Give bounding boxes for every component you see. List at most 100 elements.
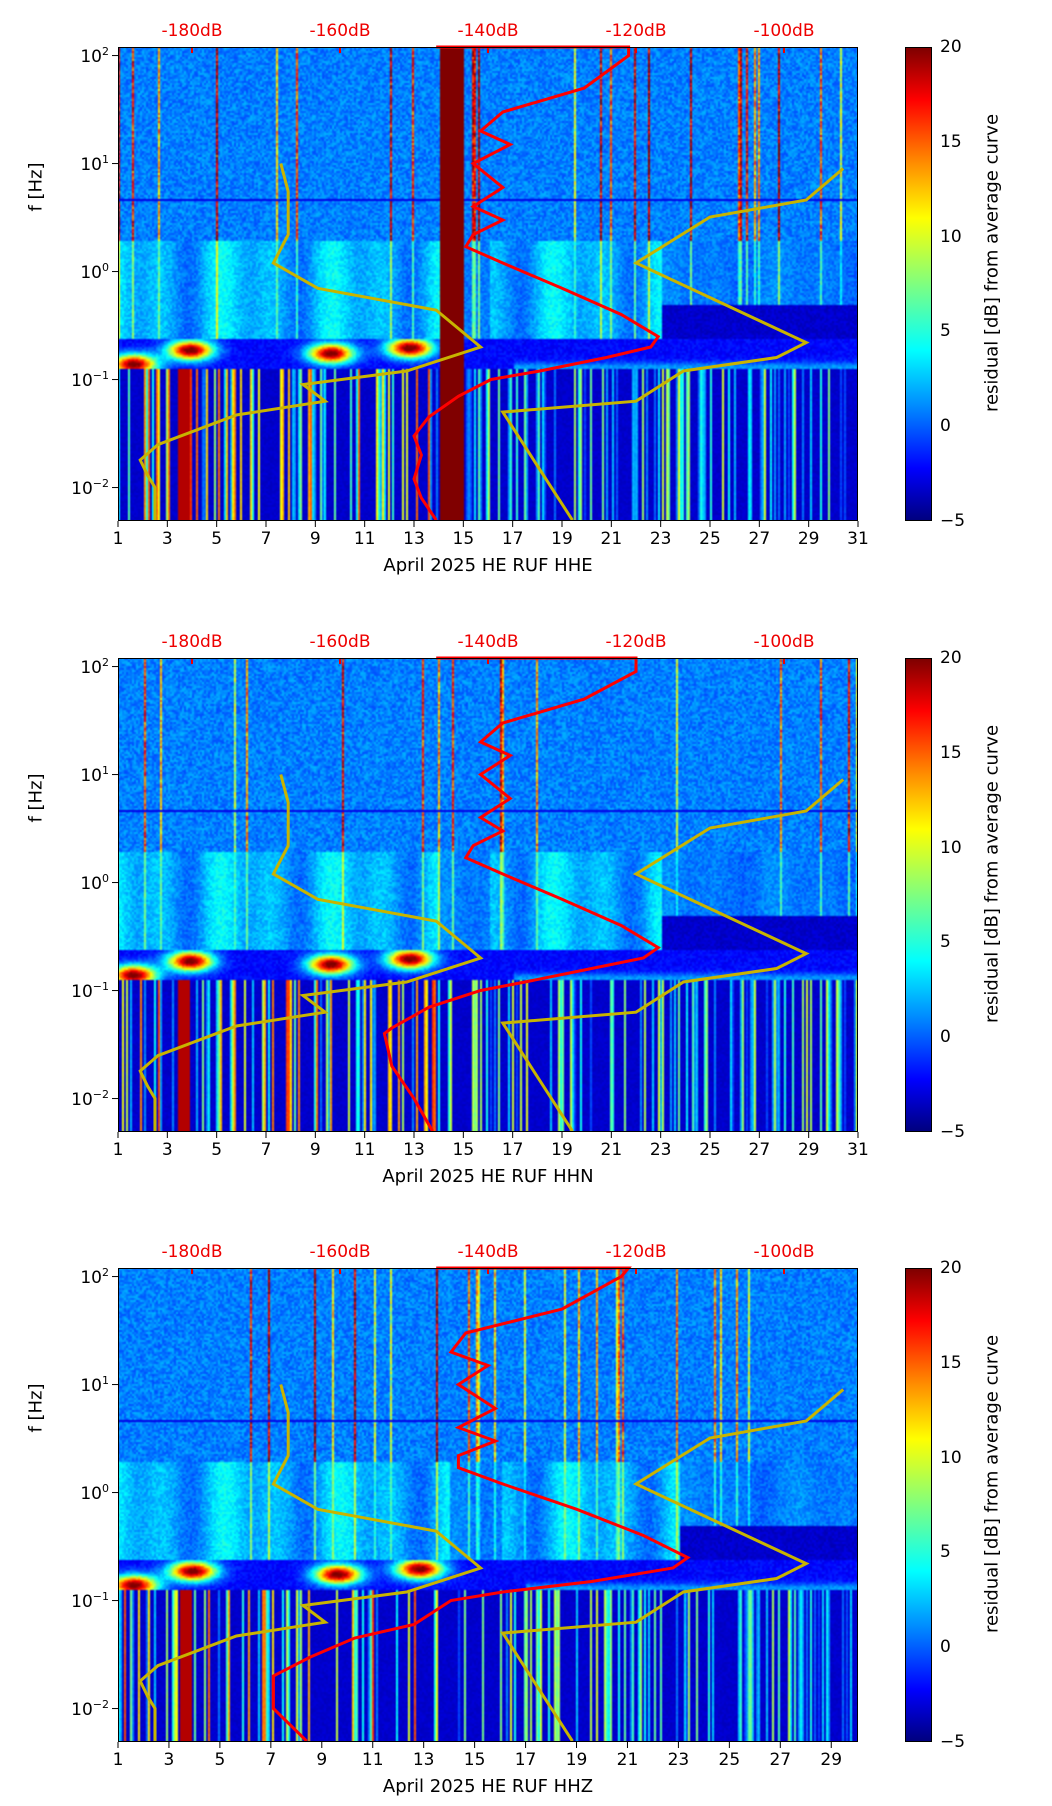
x-tick-label: 3	[161, 1140, 173, 1160]
y-tick-base: 10	[71, 1591, 93, 1612]
x-tick-label: 15	[463, 1750, 486, 1770]
x-tick-label: 21	[600, 529, 623, 549]
y-tick-label: 102	[80, 656, 109, 678]
x-tick-label: 21	[600, 1140, 623, 1160]
y-axis-label: f [Hz]	[25, 162, 47, 212]
x-tick-label: 27	[748, 529, 771, 549]
x-tick-label: 11	[361, 1750, 384, 1770]
psd-curve-red	[412, 45, 661, 521]
curves-overlay	[112, 1266, 845, 1748]
y-tick-label: 10−1	[71, 1590, 109, 1612]
x-tick-label: 1	[112, 529, 124, 549]
colorbar-tick-label: 5	[940, 1542, 951, 1563]
colorbar-tick-label: −5	[940, 1732, 966, 1752]
nlnm-curve-yellow	[138, 774, 484, 1132]
y-tick-exponent: −2	[92, 476, 109, 490]
x-tick-label: 15	[452, 1140, 475, 1160]
x-tick-label: 25	[718, 1750, 741, 1770]
y-tick-exponent: 1	[102, 1373, 109, 1387]
colorbar-tick-label: 20	[940, 37, 962, 57]
y-tick-base: 10	[71, 478, 93, 499]
nlnm-curve-yellow	[138, 163, 484, 521]
y-tick-base: 10	[80, 46, 102, 67]
colorbar	[905, 47, 932, 521]
x-tick-label: 25	[699, 1140, 721, 1160]
y-tick-label: 10−1	[71, 980, 109, 1002]
x-tick-label: 23	[649, 1140, 672, 1160]
y-tick-base: 10	[80, 154, 102, 175]
colorbar-tick-label: 5	[940, 932, 951, 953]
y-tick-label: 101	[80, 153, 109, 175]
y-tick-exponent: 0	[102, 871, 109, 885]
x-tick-label: 23	[667, 1750, 690, 1770]
y-tick-label: 10−2	[71, 1088, 109, 1110]
nlnm-curve-yellow	[138, 1384, 484, 1742]
top-db-tick-label: -160dB	[309, 21, 371, 41]
y-tick-base: 10	[80, 873, 102, 894]
top-db-tick-label: -160dB	[309, 632, 371, 652]
x-tick-label: 17	[501, 1140, 524, 1160]
x-tick-label: 23	[649, 529, 672, 549]
colorbar-label: residual [dB] from average curve	[981, 113, 1003, 413]
y-tick-label: 100	[80, 261, 109, 283]
top-db-tick-label: -180dB	[161, 21, 223, 41]
y-tick-label: 100	[80, 1482, 109, 1504]
x-tick-label: 31	[847, 1140, 869, 1160]
y-tick-exponent: 2	[102, 1265, 109, 1279]
colorbar-tick-label: 10	[940, 1447, 962, 1468]
y-tick-label: 102	[80, 1266, 109, 1288]
y-tick-exponent: 2	[102, 655, 109, 669]
x-tick-label: 29	[797, 529, 820, 549]
x-tick-label: 5	[211, 1140, 223, 1160]
y-tick-base: 10	[71, 370, 93, 391]
top-db-tick-label: -140dB	[457, 21, 519, 41]
x-tick-label: 7	[260, 1140, 272, 1160]
y-tick-exponent: −1	[92, 368, 109, 382]
top-db-tick-label: -100dB	[753, 632, 815, 652]
psd-curve-red	[382, 656, 661, 1132]
curves-overlay	[112, 656, 859, 1138]
y-tick-label: 10−2	[71, 1698, 109, 1720]
y-tick-base: 10	[80, 765, 102, 786]
colorbar-tick-label: 15	[940, 1352, 962, 1373]
plot-panel-hhz	[112, 1266, 858, 1748]
plot-panel-hhn	[112, 656, 859, 1138]
y-tick-label: 101	[80, 764, 109, 786]
x-tick-label: 11	[353, 529, 376, 549]
colorbar	[905, 1268, 932, 1742]
x-tick-label: 31	[847, 529, 869, 549]
x-tick-label: 1	[112, 1750, 124, 1770]
colorbar-tick-label: −5	[940, 511, 966, 531]
colorbar-tick-label: 10	[940, 837, 962, 858]
x-tick-label: 29	[797, 1140, 820, 1160]
y-tick-exponent: −1	[92, 1589, 109, 1603]
top-db-tick-label: -140dB	[457, 1242, 519, 1262]
y-tick-exponent: −2	[92, 1087, 109, 1101]
top-db-tick-label: -120dB	[605, 1242, 667, 1262]
y-tick-label: 101	[80, 1374, 109, 1396]
top-db-tick-label: -140dB	[457, 632, 519, 652]
nhnm-curve-yellow	[500, 1388, 845, 1742]
y-tick-exponent: 2	[102, 44, 109, 58]
colorbar	[905, 658, 932, 1132]
y-tick-exponent: −2	[92, 1697, 109, 1711]
x-tick-label: 11	[353, 1140, 376, 1160]
x-tick-label: 15	[452, 529, 475, 549]
x-tick-label: 21	[616, 1750, 639, 1770]
colorbar-label: residual [dB] from average curve	[981, 724, 1003, 1024]
y-tick-base: 10	[71, 1089, 93, 1110]
x-tick-label: 19	[551, 529, 573, 549]
top-db-tick-label: -100dB	[753, 21, 815, 41]
plot-panel-hhe	[112, 45, 859, 527]
x-tick-label: 3	[161, 529, 173, 549]
spectrogram-heatmap	[118, 1268, 858, 1742]
x-tick-label: 9	[309, 529, 321, 549]
y-tick-label: 10−1	[71, 369, 109, 391]
curves-overlay	[112, 45, 859, 527]
x-tick-label: 17	[514, 1750, 537, 1770]
x-tick-label: 13	[412, 1750, 435, 1770]
x-axis-label: April 2025 HE RUF HHZ	[382, 1776, 594, 1797]
colorbar-tick-label: 0	[940, 416, 951, 437]
x-tick-label: 9	[309, 1140, 321, 1160]
y-axis-label: f [Hz]	[25, 1383, 47, 1433]
